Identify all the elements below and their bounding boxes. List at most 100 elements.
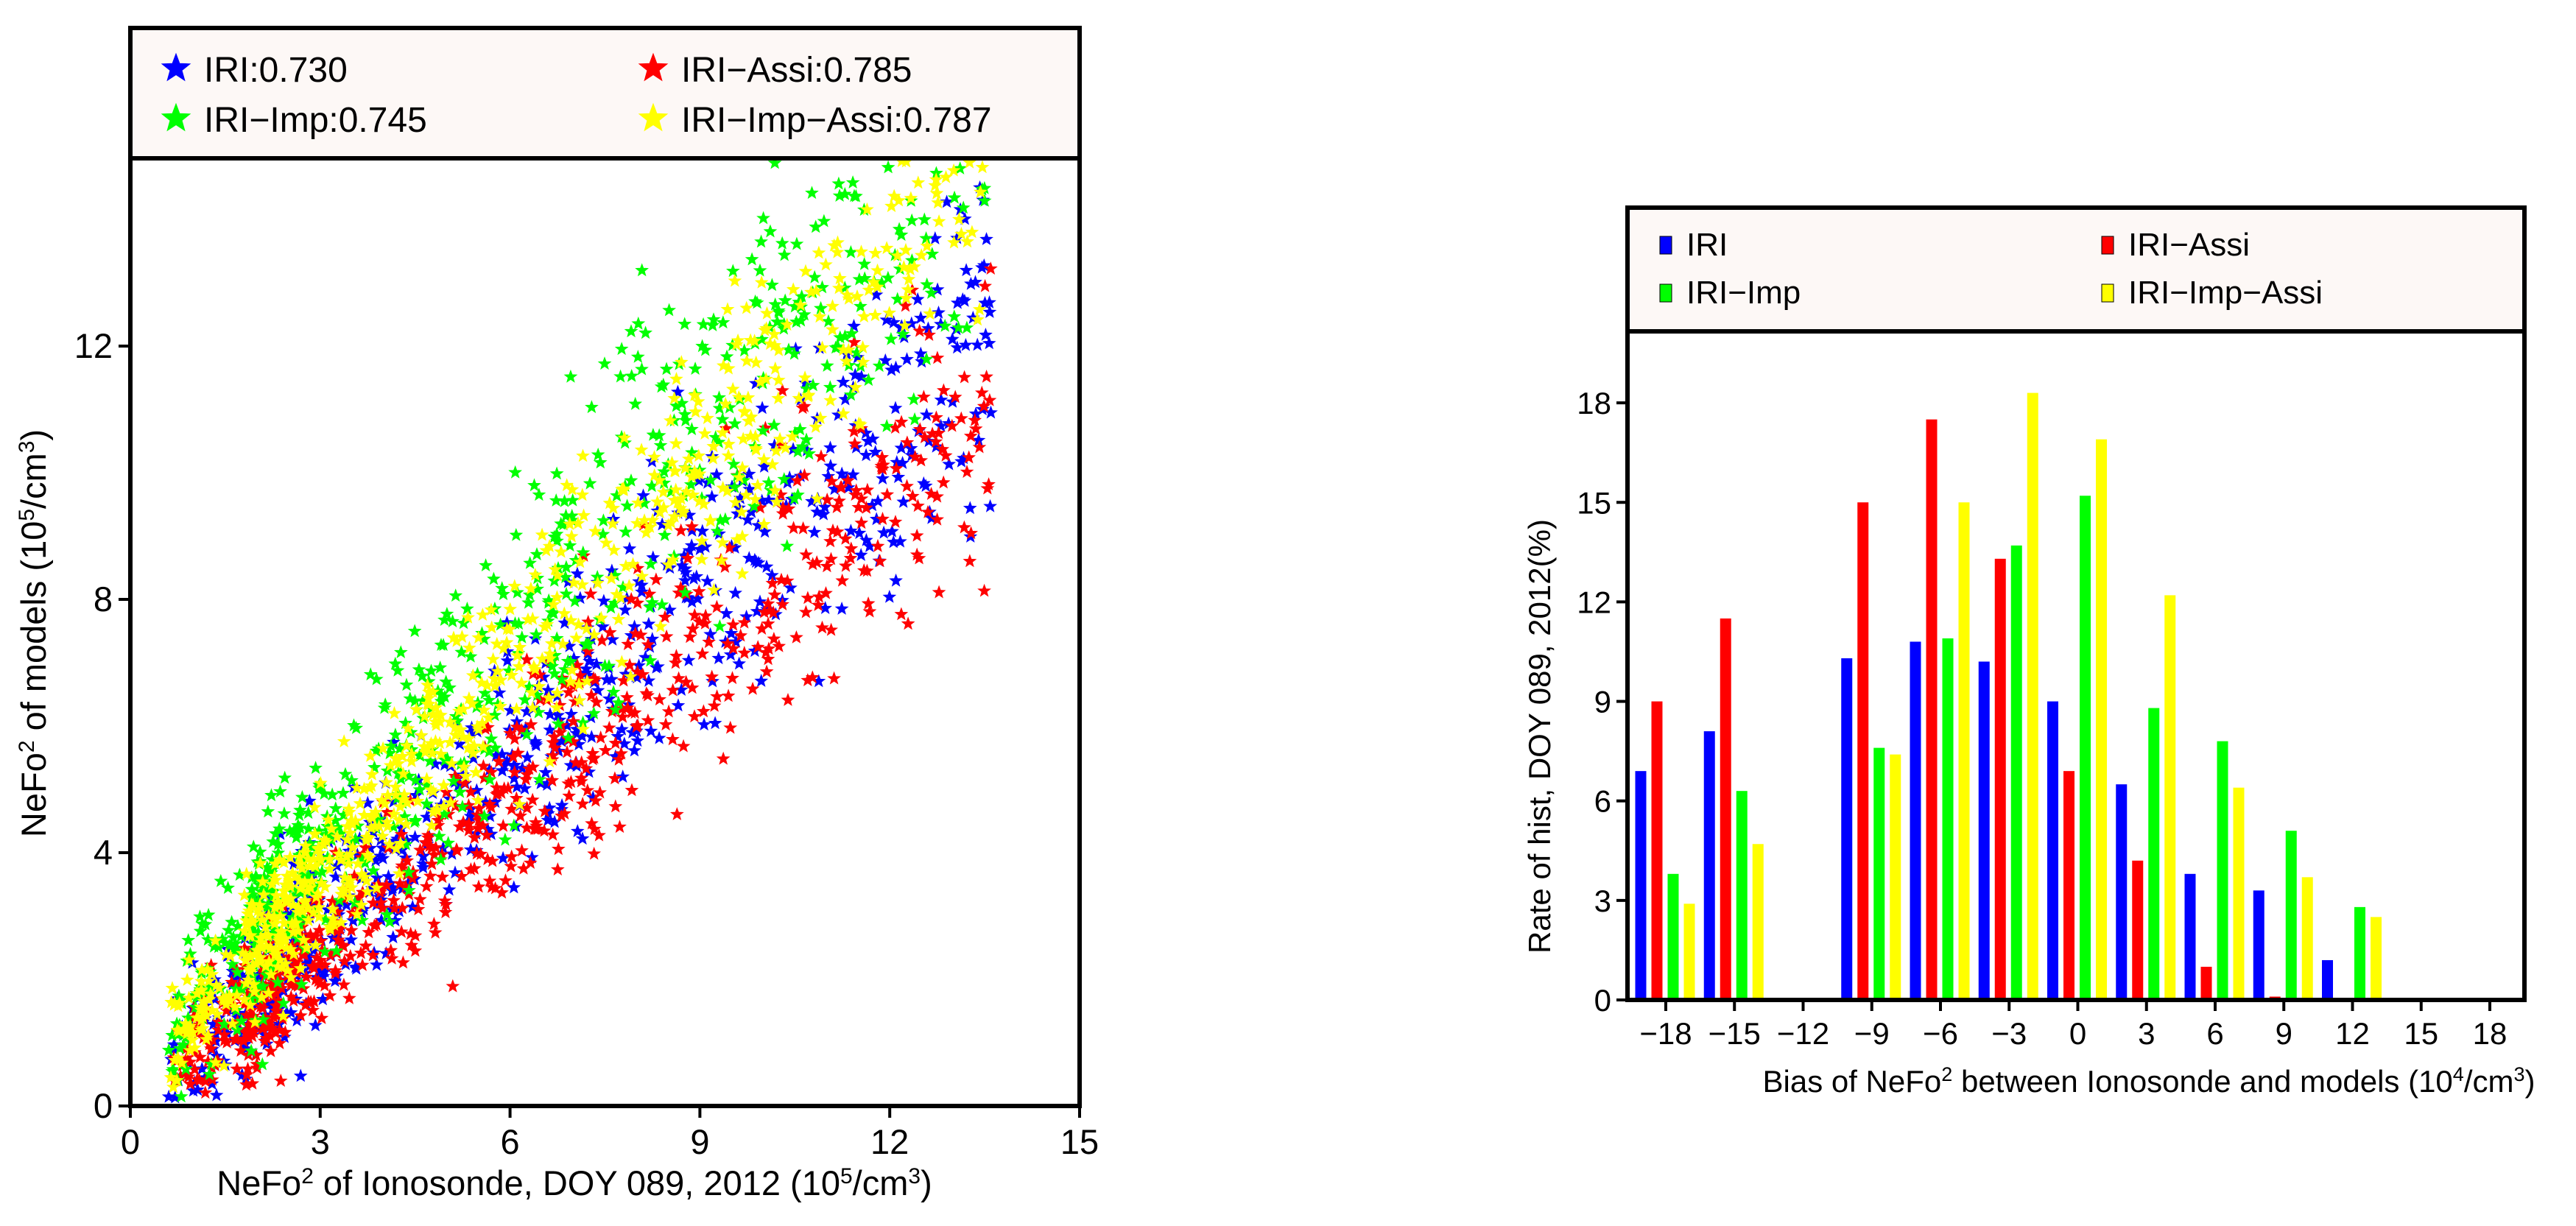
scatter-point xyxy=(369,957,384,971)
scatter-point xyxy=(580,783,595,797)
scatter-point xyxy=(761,475,776,489)
scatter-point xyxy=(793,422,807,436)
scatter-point xyxy=(570,566,585,580)
scatter-legend-label: IRI−Imp−Assi:0.787 xyxy=(681,101,992,140)
scatter-point xyxy=(663,413,678,427)
scatter-point xyxy=(703,513,717,526)
scatter-point xyxy=(732,656,747,670)
scatter-point xyxy=(289,915,303,929)
scatter-point xyxy=(982,477,996,490)
scatter-point xyxy=(234,1014,249,1027)
scatter-point xyxy=(565,663,580,677)
scatter-point xyxy=(521,612,535,626)
scatter-point xyxy=(758,323,773,337)
scatter-point xyxy=(328,963,342,977)
scatter-point xyxy=(813,411,828,425)
scatter-point xyxy=(392,866,407,880)
scatter-point xyxy=(960,234,974,248)
scatter-point xyxy=(755,332,769,345)
scatter-point xyxy=(880,487,895,501)
scatter-point xyxy=(190,986,205,1000)
scatter-point xyxy=(925,247,940,261)
scatter-point xyxy=(404,747,419,761)
scatter-point xyxy=(490,664,505,677)
scatter-point xyxy=(557,662,572,676)
scatter-point xyxy=(230,1022,244,1036)
scatter-point xyxy=(848,437,862,450)
scatter-point xyxy=(253,935,268,949)
scatter-point xyxy=(291,901,306,914)
scatter-point xyxy=(907,392,921,406)
scatter-point xyxy=(754,234,768,248)
scatter-point xyxy=(471,722,486,736)
scatter-point xyxy=(630,718,645,732)
scatter-point xyxy=(278,770,292,784)
scatter-point xyxy=(331,932,345,946)
scatter-point xyxy=(474,847,488,860)
scatter-point xyxy=(856,355,870,368)
scatter-point xyxy=(691,584,706,598)
scatter-point xyxy=(750,604,764,618)
legend-star-icon xyxy=(161,52,191,82)
scatter-point xyxy=(666,683,680,697)
scatter-point xyxy=(597,356,612,370)
scatter-point xyxy=(957,520,971,534)
scatter-point xyxy=(210,1007,225,1021)
scatter-point xyxy=(605,632,620,646)
scatter-point xyxy=(350,906,365,920)
scatter-point xyxy=(860,482,875,496)
scatter-point xyxy=(823,393,838,406)
scatter-point xyxy=(256,887,271,901)
scatter-point xyxy=(817,214,831,228)
scatter-point xyxy=(317,786,331,800)
scatter-point xyxy=(728,416,742,430)
scatter-point xyxy=(230,987,244,1001)
scatter-point xyxy=(323,862,337,876)
scatter-point xyxy=(683,630,697,644)
scatter-point xyxy=(554,544,569,558)
scatter-point xyxy=(441,836,456,849)
scatter-point xyxy=(587,846,602,860)
scatter-point xyxy=(461,610,475,624)
legend-star-icon xyxy=(638,52,669,82)
scatter-point xyxy=(732,470,747,484)
scatter-point xyxy=(576,545,591,559)
scatter-point xyxy=(854,515,869,529)
scatter-point xyxy=(742,482,757,496)
scatter-point xyxy=(452,736,467,750)
scatter-point xyxy=(415,669,429,683)
scatter-point xyxy=(811,598,826,611)
scatter-point xyxy=(922,328,937,341)
scatter-point xyxy=(809,219,823,233)
scatter-point xyxy=(756,211,770,225)
scatter-point xyxy=(947,309,962,323)
scatter-point xyxy=(742,414,756,427)
scatter-point xyxy=(379,814,394,828)
scatter-point xyxy=(847,189,862,202)
scatter-point xyxy=(366,948,380,962)
scatter-point xyxy=(587,627,602,641)
scatter-point xyxy=(295,861,309,875)
scatter-point xyxy=(802,446,817,460)
scatter-point xyxy=(854,299,868,313)
bar xyxy=(2233,787,2245,1000)
scatter-point xyxy=(448,865,462,879)
scatter-point xyxy=(193,909,207,923)
scatter-point xyxy=(668,655,683,669)
scatter-point xyxy=(894,607,909,621)
scatter-point xyxy=(585,816,599,830)
scatter-point xyxy=(714,553,729,567)
scatter-point xyxy=(658,610,672,624)
scatter-point xyxy=(819,585,833,599)
scatter-point xyxy=(419,879,434,892)
scatter-point xyxy=(323,988,337,1002)
scatter-point xyxy=(564,707,579,720)
scatter-point xyxy=(892,193,906,207)
scatter-point xyxy=(225,1016,240,1030)
scatter-point xyxy=(549,466,564,480)
scatter-point xyxy=(826,322,840,336)
scatter-point xyxy=(868,246,883,259)
scatter-point xyxy=(879,241,894,255)
scatter-point xyxy=(742,551,756,565)
